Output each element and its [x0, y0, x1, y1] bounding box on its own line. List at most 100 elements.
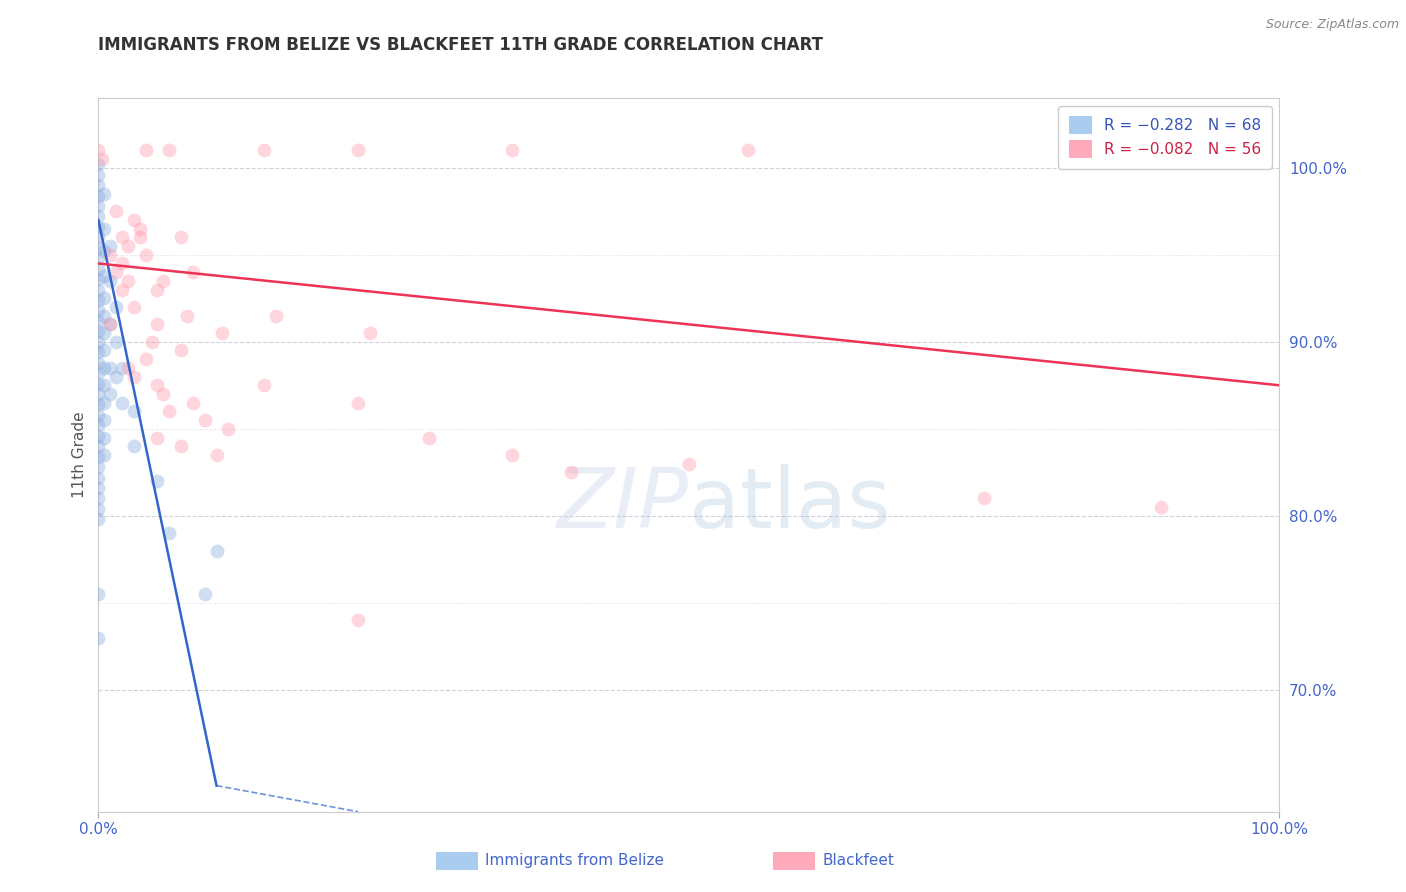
Point — [141, 334, 163, 349]
Point — [87, 314, 110, 328]
Point — [93, 268, 115, 283]
Point — [117, 239, 139, 253]
Point — [501, 144, 523, 158]
Point — [87, 345, 110, 359]
Point — [111, 283, 134, 297]
Text: ZIP: ZIP — [557, 465, 689, 545]
Point — [146, 378, 169, 392]
Point — [87, 460, 110, 475]
Point — [170, 343, 193, 358]
Point — [211, 326, 233, 340]
Point — [359, 326, 381, 340]
Point — [87, 293, 110, 307]
Point — [87, 387, 110, 401]
Point — [87, 324, 110, 338]
Point — [87, 188, 110, 202]
Point — [93, 360, 115, 375]
Point — [91, 152, 114, 166]
Point — [152, 387, 174, 401]
Point — [678, 457, 700, 471]
Point — [87, 168, 110, 182]
Point — [205, 543, 228, 558]
Point — [93, 413, 115, 427]
Point — [560, 466, 582, 480]
Point — [122, 439, 145, 453]
Point — [93, 291, 115, 305]
Point — [117, 274, 139, 288]
Point — [87, 470, 110, 484]
Point — [347, 395, 370, 409]
Point — [87, 376, 110, 391]
Point — [98, 387, 121, 401]
Point — [93, 221, 115, 235]
Point — [87, 210, 110, 224]
Point — [170, 230, 193, 244]
Point — [122, 369, 145, 384]
Point — [117, 360, 139, 375]
Point — [98, 274, 121, 288]
Point — [347, 144, 370, 158]
Point — [122, 300, 145, 314]
Point — [87, 439, 110, 453]
Point — [87, 303, 110, 318]
Point — [98, 360, 121, 375]
Point — [98, 248, 121, 262]
Point — [87, 334, 110, 349]
Point — [176, 309, 198, 323]
Point — [135, 248, 157, 262]
Point — [111, 230, 134, 244]
Y-axis label: 11th Grade: 11th Grade — [72, 411, 87, 499]
Point — [418, 430, 440, 444]
Point — [128, 221, 150, 235]
Point — [87, 178, 110, 193]
Point — [146, 283, 169, 297]
Point — [501, 448, 523, 462]
Point — [105, 265, 128, 279]
Point — [87, 252, 110, 266]
Point — [157, 144, 180, 158]
Point — [87, 418, 110, 433]
Point — [93, 186, 115, 201]
Point — [87, 366, 110, 380]
Point — [973, 491, 995, 506]
Point — [87, 512, 110, 526]
Point — [157, 526, 180, 541]
Point — [205, 448, 228, 462]
Point — [93, 244, 115, 259]
Point — [194, 587, 217, 601]
Point — [181, 265, 204, 279]
Point — [87, 397, 110, 411]
Point — [98, 239, 121, 253]
Point — [87, 429, 110, 443]
Point — [105, 300, 128, 314]
Point — [93, 309, 115, 323]
Point — [264, 309, 287, 323]
Point — [157, 404, 180, 418]
Point — [1150, 500, 1173, 515]
Point — [87, 230, 110, 244]
Point — [87, 587, 110, 601]
Point — [93, 430, 115, 444]
Point — [87, 241, 110, 255]
Point — [87, 144, 110, 158]
Point — [146, 318, 169, 332]
Point — [111, 395, 134, 409]
Point — [87, 272, 110, 286]
Point — [87, 408, 110, 422]
Point — [93, 448, 115, 462]
Point — [146, 430, 169, 444]
Point — [135, 352, 157, 367]
Point — [87, 356, 110, 370]
Point — [87, 501, 110, 516]
Point — [152, 274, 174, 288]
Point — [105, 369, 128, 384]
Text: atlas: atlas — [689, 465, 890, 545]
Point — [111, 256, 134, 270]
Point — [87, 199, 110, 213]
Point — [122, 213, 145, 227]
Point — [105, 334, 128, 349]
Point — [87, 157, 110, 171]
Point — [93, 343, 115, 358]
Point — [87, 261, 110, 276]
Text: Blackfeet: Blackfeet — [823, 854, 894, 868]
